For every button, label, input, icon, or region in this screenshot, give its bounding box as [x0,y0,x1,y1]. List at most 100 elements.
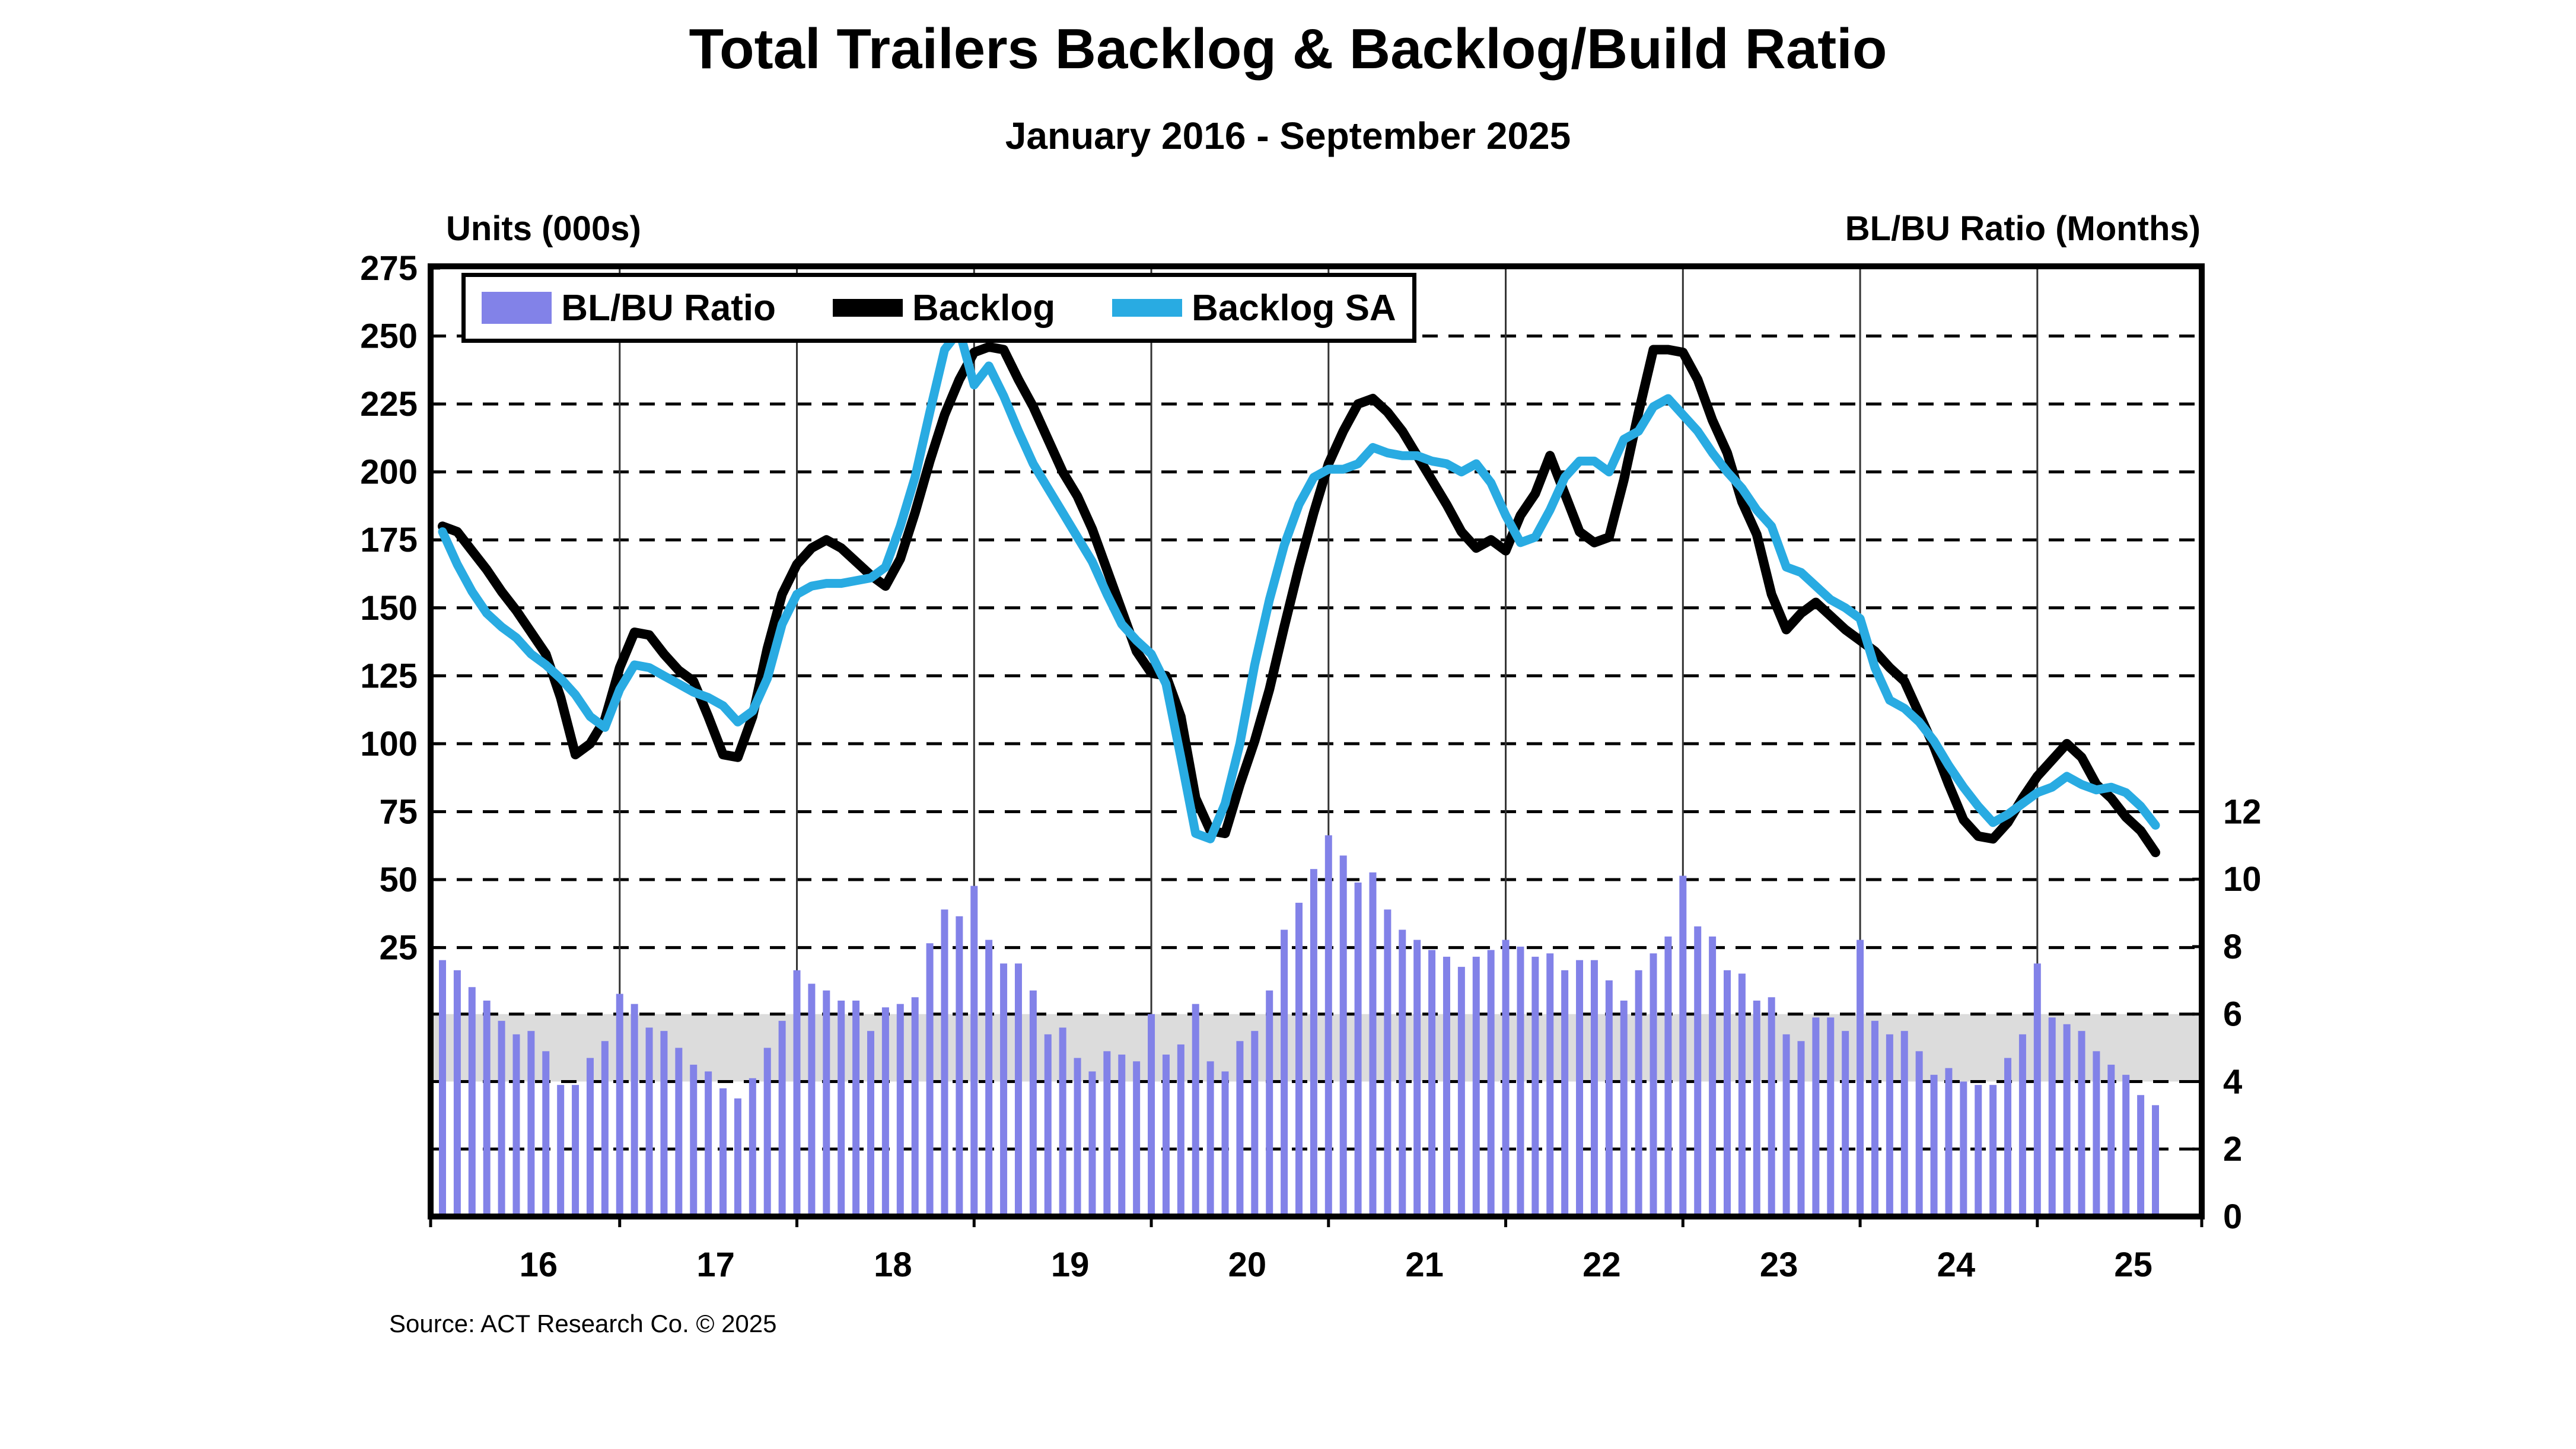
ratio-bar [1413,940,1421,1216]
ratio-bar [1457,967,1465,1216]
ratio-bar [1827,1017,1835,1216]
ratio-bar [2078,1031,2085,1216]
ratio-bar [1812,1017,1820,1216]
page-subtitle: January 2016 - September 2025 [1005,114,1571,157]
ratio-bar [1768,997,1775,1216]
ratio-bar [1502,940,1510,1216]
right-axis-tick-label: 6 [2223,995,2242,1034]
legend-item-backlog-sa: Backlog SA [1112,287,1396,329]
ratio-bar [1694,926,1702,1216]
right-axis-tick-label: 4 [2223,1062,2242,1101]
ratio-bar [1428,950,1436,1216]
ratio-bar [557,1085,565,1216]
ratio-bar [734,1098,741,1216]
backlog-sa-line [438,326,2160,843]
ratio-bar [542,1051,550,1216]
left-axis-tick-label: 175 [360,521,418,559]
ratio-bar [985,940,993,1216]
x-axis-year-label: 23 [1760,1246,1798,1284]
left-axis-tick-label: 75 [379,792,418,831]
ratio-bar [1960,1081,1967,1216]
ratio-bar [867,1031,874,1216]
x-axis-year-label: 22 [1582,1246,1621,1284]
ratio-bar [1517,946,1524,1216]
ratio-bar [1635,970,1642,1216]
ratio-bar [645,1027,653,1216]
ratio-bar [1842,1031,1849,1216]
left-axis-tick-label: 25 [379,929,418,967]
ratio-bar [1236,1041,1244,1216]
plot-border [428,263,2205,1219]
tick-labels: 2752502252001751501251007550251210864201… [360,249,2261,1284]
ratio-bar [1133,1061,1141,1216]
legend-item-backlog: Backlog [832,287,1055,329]
ratio-bar [2033,963,2041,1216]
ratio-bar [1354,882,1362,1216]
ratio-bar [1266,990,1273,1216]
ratio-bar [1531,957,1539,1216]
ratio-bar [1029,990,1037,1216]
x-axis-year-label: 19 [1051,1246,1090,1284]
ratio-bar [956,916,963,1216]
right-axis-title: BL/BU Ratio (Months) [1845,209,2201,248]
ratio-bar [941,909,948,1216]
ratio-bar [1576,960,1584,1216]
ratio-bar [1472,957,1480,1216]
ratio-bar [1915,1051,1923,1216]
legend-label-backlog-sa: Backlog SA [1192,287,1396,329]
ratio-bar [970,886,978,1216]
ratio-bar [1044,1034,1052,1216]
left-axis-tick-label: 200 [360,453,418,492]
ratio-bar [631,1004,638,1216]
ratio-bar [1900,1031,1908,1216]
left-axis-tick-label: 275 [360,249,418,288]
left-axis-tick-label: 100 [360,725,418,763]
ratio-bar [468,987,476,1216]
ratio-bar [719,1088,727,1216]
left-axis-tick-label: 50 [379,861,418,899]
ratio-bar [1088,1071,1096,1216]
ratio-bar [483,1000,491,1216]
ratio-bar [1251,1031,1259,1216]
ratio-bar [1724,970,1731,1216]
ratio-bar [1162,1054,1170,1216]
ratio-bar [1206,1061,1214,1216]
ratio-bar [1384,909,1392,1216]
ratio-bar [838,1000,845,1216]
ratio-bar [616,993,623,1216]
ratio-bar [1192,1004,1199,1216]
ratio-bar [1797,1041,1805,1216]
left-axis-tick-label: 125 [360,657,418,695]
x-axis-year-label: 25 [2114,1246,2152,1284]
page-title: Total Trailers Backlog & Backlog/Build R… [689,17,1887,81]
ratio-bar [1546,953,1554,1216]
right-axis-tick-label: 10 [2223,860,2262,899]
ratio-bar [1399,929,1406,1216]
ratio-bar [1310,869,1317,1216]
ratio-bar [911,997,919,1216]
ratio-bar [690,1065,698,1216]
ratio-bar [1871,1021,1878,1216]
x-axis-year-label: 16 [520,1246,558,1284]
ratio-bar [675,1047,683,1216]
ratio-bar [2063,1024,2071,1216]
ratio-bar [498,1021,505,1216]
right-axis-tick-label: 0 [2223,1198,2242,1236]
ratio-bar [1487,950,1495,1216]
left-axis-tick-label: 225 [360,385,418,423]
right-axis-tick-label: 12 [2223,792,2262,831]
ratio-bar [1014,963,1022,1216]
ratio-bar [439,960,446,1216]
ratio-bar [2018,1034,2026,1216]
ratio-bar [1148,1014,1155,1216]
right-axis-tick-label: 8 [2223,928,2242,966]
ratio-bar [2093,1051,2100,1216]
ratio-bar [601,1041,609,1216]
ratio-bar [749,1078,756,1216]
source-credit: Source: ACT Research Co. © 2025 [389,1310,777,1337]
left-axis-tick-label: 150 [360,589,418,628]
ratio-bar [1103,1051,1111,1216]
legend-item-blbu-ratio: BL/BU Ratio [482,287,776,329]
